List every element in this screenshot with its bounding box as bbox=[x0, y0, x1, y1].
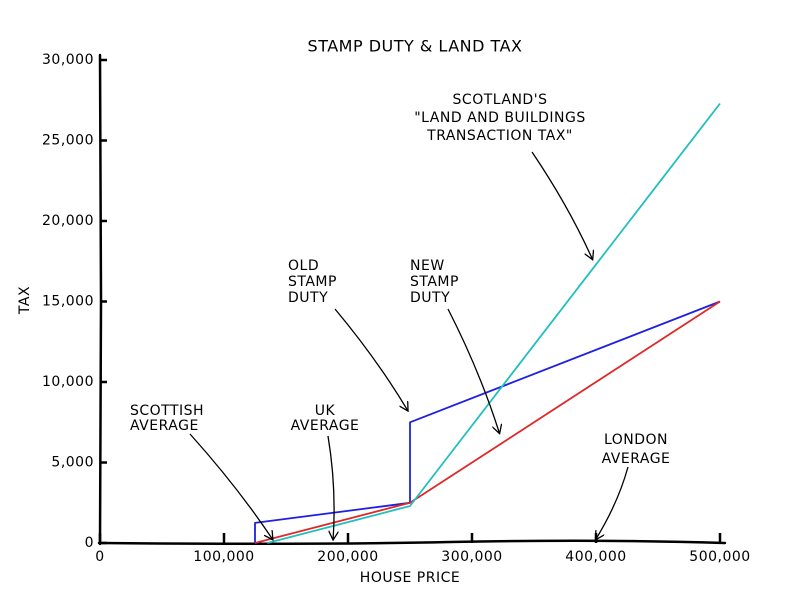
y-tick-label: 30,000 bbox=[42, 52, 94, 68]
annotation-arrow bbox=[531, 151, 592, 259]
x-tick-label: 400,000 bbox=[565, 549, 626, 565]
annotation-text: DUTY bbox=[410, 290, 450, 306]
x-axis bbox=[97, 539, 727, 546]
annotation-text: UK bbox=[315, 403, 336, 419]
x-axis-label: HOUSE PRICE bbox=[360, 570, 460, 586]
annotation-text: STAMP bbox=[410, 274, 459, 290]
annotation-text: "LAND AND BUILDINGS bbox=[414, 110, 586, 126]
y-tick-label: 15,000 bbox=[42, 294, 94, 310]
annotation-arrow bbox=[596, 466, 629, 539]
annotation-arrow bbox=[447, 308, 499, 433]
x-tick-label: 200,000 bbox=[317, 549, 378, 565]
annotation-text: AVERAGE bbox=[130, 418, 199, 434]
y-tick-label: 25,000 bbox=[42, 133, 94, 149]
x-tick-label: 0 bbox=[95, 549, 104, 565]
x-tick-label: 300,000 bbox=[441, 549, 502, 565]
y-tick-label: 10,000 bbox=[42, 374, 94, 390]
y-tick-label: 5,000 bbox=[51, 455, 94, 471]
annotation-text: LONDON bbox=[604, 432, 668, 448]
annotation-text: AVERAGE bbox=[602, 451, 671, 467]
series-line bbox=[254, 300, 721, 544]
x-tick-label: 100,000 bbox=[193, 549, 254, 565]
y-axis-label: TAX bbox=[17, 286, 33, 315]
series-line bbox=[267, 102, 721, 544]
annotation-arrow bbox=[334, 308, 408, 410]
annotation-text: NEW bbox=[410, 258, 445, 274]
chart-title: STAMP DUTY & LAND TAX bbox=[308, 37, 523, 56]
y-tick-label: 0 bbox=[85, 535, 94, 551]
annotation-text: DUTY bbox=[288, 290, 328, 306]
y-axis bbox=[98, 53, 103, 546]
y-tick-label: 20,000 bbox=[42, 213, 94, 229]
annotation-arrow bbox=[189, 433, 272, 539]
x-tick-label: 500,000 bbox=[689, 549, 750, 565]
annotation-text: SCOTLAND'S bbox=[453, 92, 548, 108]
annotation-text: SCOTTISH bbox=[130, 403, 204, 419]
annotation-text: STAMP bbox=[288, 274, 337, 290]
annotation-arrow bbox=[327, 435, 334, 539]
annotation-text: AVERAGE bbox=[291, 418, 360, 434]
annotation-text: OLD bbox=[288, 258, 319, 274]
annotation-text: TRANSACTION TAX" bbox=[426, 128, 573, 144]
